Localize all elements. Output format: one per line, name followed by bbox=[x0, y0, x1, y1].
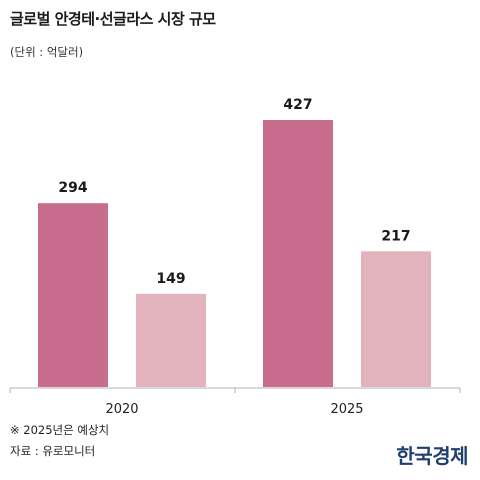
data-label-2020-s2: 149 bbox=[156, 271, 185, 287]
bar-2025-s2 bbox=[361, 251, 431, 387]
data-label-2020-s1: 294 bbox=[58, 180, 87, 196]
data-label-2025-s2: 217 bbox=[381, 228, 410, 244]
brand-logo: 한국경제 bbox=[396, 444, 468, 468]
bar-2020-s2 bbox=[136, 293, 206, 387]
forecast-note: ※ 2025년은 예상치 bbox=[10, 423, 110, 437]
x-tick-label-2020: 2020 bbox=[105, 402, 138, 417]
source-note: 자료 : 유로모니터 bbox=[10, 444, 96, 458]
chart-title: 글로벌 안경테·선글라스 시장 규모 bbox=[10, 10, 216, 28]
unit-label: (단위 : 억달러) bbox=[10, 45, 84, 59]
data-label-2025-s1: 427 bbox=[283, 97, 312, 113]
bar-2025-s1 bbox=[263, 120, 333, 387]
bar-2020-s1 bbox=[38, 203, 108, 387]
x-tick-label-2025: 2025 bbox=[330, 402, 363, 417]
